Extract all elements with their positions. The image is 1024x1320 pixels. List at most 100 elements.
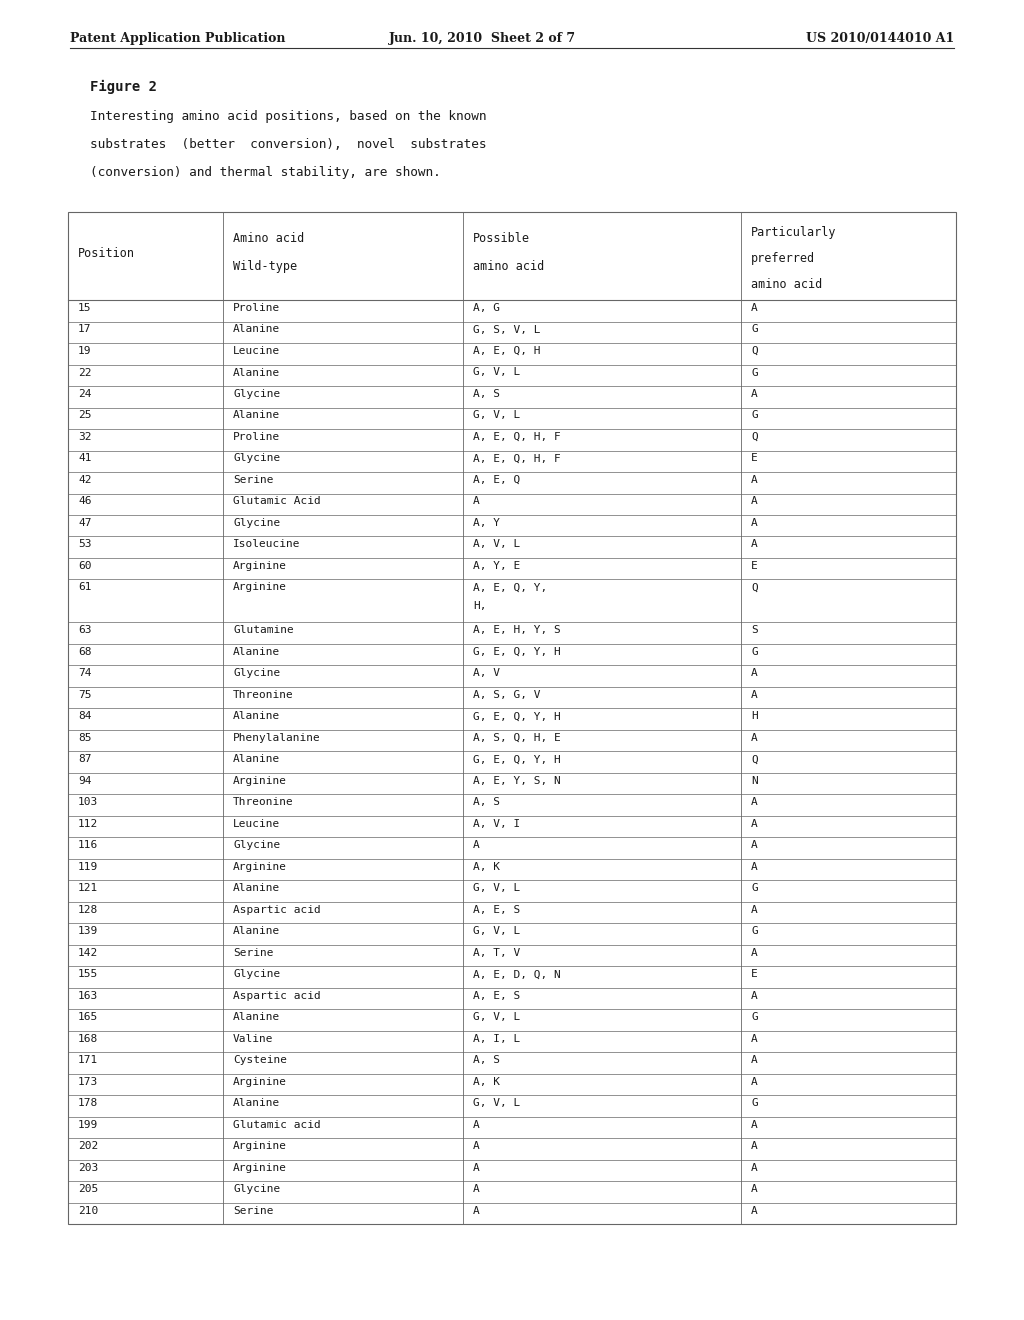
Text: A: A <box>473 1206 480 1216</box>
Text: A, E, Y, S, N: A, E, Y, S, N <box>473 776 561 785</box>
Text: A: A <box>751 1034 758 1044</box>
Text: 63: 63 <box>78 626 91 635</box>
Text: 53: 53 <box>78 540 91 549</box>
Text: E: E <box>751 454 758 463</box>
Text: 84: 84 <box>78 711 91 722</box>
Text: 128: 128 <box>78 906 98 915</box>
Text: A, E, Q, H: A, E, Q, H <box>473 346 541 356</box>
Text: Glycine: Glycine <box>233 389 281 399</box>
Text: Arginine: Arginine <box>233 862 287 873</box>
Text: Alanine: Alanine <box>233 1012 281 1023</box>
Text: A: A <box>751 948 758 958</box>
Text: A, S, G, V: A, S, G, V <box>473 690 541 700</box>
Text: G, V, L: G, V, L <box>473 367 520 378</box>
Text: 116: 116 <box>78 841 98 850</box>
Text: Alanine: Alanine <box>233 411 281 421</box>
Text: G, V, L: G, V, L <box>473 1098 520 1109</box>
Text: Possible: Possible <box>473 232 530 246</box>
Text: 173: 173 <box>78 1077 98 1086</box>
Text: 47: 47 <box>78 517 91 528</box>
Text: A: A <box>751 1056 758 1065</box>
Text: 205: 205 <box>78 1184 98 1195</box>
Text: 19: 19 <box>78 346 91 356</box>
Text: A: A <box>751 517 758 528</box>
Text: Serine: Serine <box>233 1206 273 1216</box>
Text: 202: 202 <box>78 1142 98 1151</box>
Text: Jun. 10, 2010  Sheet 2 of 7: Jun. 10, 2010 Sheet 2 of 7 <box>388 32 575 45</box>
Text: A, E, H, Y, S: A, E, H, Y, S <box>473 626 561 635</box>
Text: 112: 112 <box>78 818 98 829</box>
Text: A: A <box>751 841 758 850</box>
Text: Glycine: Glycine <box>233 1184 281 1195</box>
Text: 68: 68 <box>78 647 91 657</box>
Text: Proline: Proline <box>233 432 281 442</box>
Text: 15: 15 <box>78 304 91 313</box>
Text: 139: 139 <box>78 927 98 936</box>
Text: Position: Position <box>78 247 135 260</box>
Text: A: A <box>473 1163 480 1173</box>
Text: Q: Q <box>751 755 758 764</box>
Text: Alanine: Alanine <box>233 883 281 894</box>
Text: Glycine: Glycine <box>233 454 281 463</box>
Text: Isoleucine: Isoleucine <box>233 540 300 549</box>
Text: Threonine: Threonine <box>233 690 294 700</box>
Text: G, E, Q, Y, H: G, E, Q, Y, H <box>473 647 561 657</box>
Text: A: A <box>751 906 758 915</box>
Text: 42: 42 <box>78 475 91 484</box>
Text: Arginine: Arginine <box>233 776 287 785</box>
Text: 17: 17 <box>78 325 91 334</box>
Text: Patent Application Publication: Patent Application Publication <box>70 32 286 45</box>
Text: 199: 199 <box>78 1119 98 1130</box>
Text: A, E, D, Q, N: A, E, D, Q, N <box>473 969 561 979</box>
Text: Figure 2: Figure 2 <box>90 81 157 94</box>
Text: A: A <box>751 690 758 700</box>
Text: Serine: Serine <box>233 475 273 484</box>
Text: 94: 94 <box>78 776 91 785</box>
Text: substrates  (better  conversion),  novel  substrates: substrates (better conversion), novel su… <box>90 139 486 150</box>
Text: G: G <box>751 1098 758 1109</box>
Text: Serine: Serine <box>233 948 273 958</box>
Text: A: A <box>751 1163 758 1173</box>
Text: G: G <box>751 647 758 657</box>
Text: Glycine: Glycine <box>233 969 281 979</box>
Text: A: A <box>751 1206 758 1216</box>
Text: Alanine: Alanine <box>233 647 281 657</box>
Text: H,: H, <box>473 602 486 611</box>
Text: Glycine: Glycine <box>233 517 281 528</box>
Text: 203: 203 <box>78 1163 98 1173</box>
Text: Glycine: Glycine <box>233 668 281 678</box>
Text: 85: 85 <box>78 733 91 743</box>
Text: A: A <box>751 818 758 829</box>
Text: Threonine: Threonine <box>233 797 294 808</box>
Text: G, E, Q, Y, H: G, E, Q, Y, H <box>473 755 561 764</box>
Text: G, V, L: G, V, L <box>473 1012 520 1023</box>
Text: A: A <box>751 540 758 549</box>
Text: A, Y, E: A, Y, E <box>473 561 520 572</box>
Text: S: S <box>751 626 758 635</box>
Text: A: A <box>751 862 758 873</box>
Text: A, E, S: A, E, S <box>473 991 520 1001</box>
Text: 171: 171 <box>78 1056 98 1065</box>
Text: 119: 119 <box>78 862 98 873</box>
Text: Arginine: Arginine <box>233 1163 287 1173</box>
Text: A, E, Q, Y,: A, E, Q, Y, <box>473 582 547 593</box>
Text: 46: 46 <box>78 496 91 507</box>
Text: A, S: A, S <box>473 389 500 399</box>
Text: Cysteine: Cysteine <box>233 1056 287 1065</box>
Text: 75: 75 <box>78 690 91 700</box>
Text: A, S: A, S <box>473 1056 500 1065</box>
Text: Interesting amino acid positions, based on the known: Interesting amino acid positions, based … <box>90 110 486 123</box>
Text: Glycine: Glycine <box>233 841 281 850</box>
Text: G, V, L: G, V, L <box>473 411 520 421</box>
Text: Amino acid: Amino acid <box>233 232 304 246</box>
Text: A, S: A, S <box>473 797 500 808</box>
Text: A, K: A, K <box>473 1077 500 1086</box>
Text: 103: 103 <box>78 797 98 808</box>
Text: A, T, V: A, T, V <box>473 948 520 958</box>
Text: amino acid: amino acid <box>473 260 544 273</box>
Text: A: A <box>751 475 758 484</box>
Text: A, E, Q, H, F: A, E, Q, H, F <box>473 432 561 442</box>
Text: G, V, L: G, V, L <box>473 927 520 936</box>
Text: E: E <box>751 969 758 979</box>
Text: A: A <box>473 841 480 850</box>
